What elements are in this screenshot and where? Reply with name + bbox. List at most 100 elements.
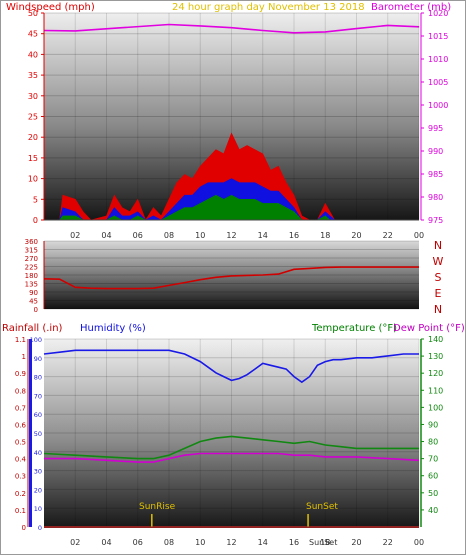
compass-letter: S [435,271,442,284]
compass-letter: N [434,239,442,252]
humidity-tick-label: 40 [34,449,42,457]
climate-hour-tick-label: 04 [101,538,111,547]
wind-hour-tick-label: 00 [414,231,424,240]
direction-tick-label: 270 [25,255,38,263]
windspeed-tick-label: 45 [28,30,38,39]
humidity-tick-label: 50 [34,430,42,438]
direction-plot-area [44,241,419,309]
rainfall-tick-label: 0.3 [15,473,26,481]
climate-hour-tick-label: 10 [195,538,205,547]
barometer-tick-label: 980 [428,193,443,202]
temperature-tick-label: 50 [428,489,438,498]
rainfall-tick-label: 0.4 [15,456,27,464]
direction-tick-label: 45 [29,298,38,306]
humidity-tick-label: 80 [34,374,42,382]
barometer-tick-label: 1010 [428,55,448,64]
humidity-tick-label: 70 [34,392,42,400]
wind-time-axis: 02 04 06 08 10 12 14 16 18 20 22 00 [44,219,424,240]
temperature-tick-label: 40 [428,506,438,515]
humidity-tick-label: 60 [34,411,42,419]
climate-axes: 0 0.1 0.2 0.3 0.4 0.5 0.6 0.7 0.8 0.9 1 1.1 0 10 20 30 4… [15,335,443,532]
rainfall-tick-label: 0 [22,524,26,532]
rainfall-tick-label: 1 [22,353,26,361]
temperature-axis-label: Temperature (°F) [311,323,397,334]
wind-hour-tick-label: 20 [351,231,361,240]
temperature-tick-label: 90 [428,420,438,429]
rainfall-tick-label: 0.5 [15,439,26,447]
windspeed-tick-label: 20 [28,133,38,142]
barometer-axis: 975 980 985 990 995 1000 1005 1010 1015 1020 [420,9,448,225]
rainfall-tick-label: 0.2 [15,490,26,498]
windspeed-tick-label: 0 [33,216,38,225]
direction-tick-label: 315 [25,247,38,255]
barometer-tick-label: 975 [428,216,443,225]
barometer-axis-label: Barometer (mb) [371,2,451,13]
direction-series [43,266,419,290]
climate-hour-tick-label: 20 [351,538,361,547]
wind-hour-tick-label: 16 [289,231,299,240]
barometer-tick-label: 985 [428,170,443,179]
climate-hour-tick-label: 06 [133,538,143,547]
humidity-tick-label: 10 [34,505,42,513]
wind-hour-tick-label: 08 [164,231,174,240]
barometer-tick-label: 1000 [428,101,448,110]
climate-time-axis: 02 04 06 08 10 12 14 16 18 20 22 00 [44,526,424,547]
temperature-tick-label: 120 [428,369,443,378]
windspeed-tick-label: 30 [28,92,38,101]
rainfall-tick-label: 1.1 [15,336,26,344]
rainfall-tick-label: 0.1 [15,507,26,515]
barometer-tick-label: 1015 [428,32,448,41]
humidity-line [43,349,419,384]
windspeed-tick-label: 40 [28,50,38,59]
humidity-tick-label: 20 [34,486,42,494]
windspeed-tick-label: 15 [28,154,38,163]
climate-plot-area [44,339,419,527]
climate-hour-tick-label: 00 [414,538,424,547]
humidity-axis-bar [29,339,32,527]
rainfall-tick-label: 0.9 [15,370,26,378]
temperature-tick-label: 60 [428,472,438,481]
barometer-tick-label: 1020 [428,9,448,18]
climate-hour-tick-label: 16 [289,538,299,547]
direction-tick-label: 180 [25,272,38,280]
windspeed-tick-label: 10 [28,175,38,184]
rainfall-tick-label: 0.8 [15,387,26,395]
temperature-tick-label: 140 [428,335,443,344]
wind-hour-tick-label: 22 [383,231,393,240]
compass-letter: E [435,287,442,300]
climate-hour-tick-label: 02 [70,538,80,547]
sunset-axis-label: SunSet [309,538,337,547]
climate-hour-tick-label: 08 [164,538,174,547]
temperature-tick-label: 110 [428,386,443,395]
wind-hour-tick-label: 10 [195,231,205,240]
compass-letter: N [434,303,442,316]
temperature-tick-label: 80 [428,438,438,447]
sunrise-label: SunRise [139,502,176,512]
climate-hour-tick-label: 14 [258,538,268,547]
barometer-line [43,23,420,34]
direction-tick-label: 225 [25,264,38,272]
wind-hour-tick-label: 04 [101,231,111,240]
wind-hour-tick-label: 02 [70,231,80,240]
windspeed-tick-label: 35 [28,71,38,80]
temperature-line [43,435,419,460]
barometer-tick-label: 995 [428,124,443,133]
wind-hour-tick-label: 18 [320,231,330,240]
direction-line [43,266,419,290]
barometer-tick-label: 990 [428,147,443,156]
direction-tick-label: 0 [34,306,38,314]
direction-tick-label: 360 [25,238,38,246]
windspeed-axis: 0 5 10 15 20 25 30 35 40 45 50 [28,9,45,225]
climate-hour-tick-label: 22 [383,538,393,547]
rainfall-tick-label: 0.6 [15,421,27,429]
rainfall-tick-label: 0.7 [15,404,26,412]
wind-hour-tick-label: 12 [226,231,236,240]
windspeed-axis-label: Windspeed (mph) [6,2,95,13]
temperature-tick-label: 70 [428,455,438,464]
humidity-tick-label: 100 [30,336,42,344]
windspeed-tick-label: 25 [28,113,38,122]
